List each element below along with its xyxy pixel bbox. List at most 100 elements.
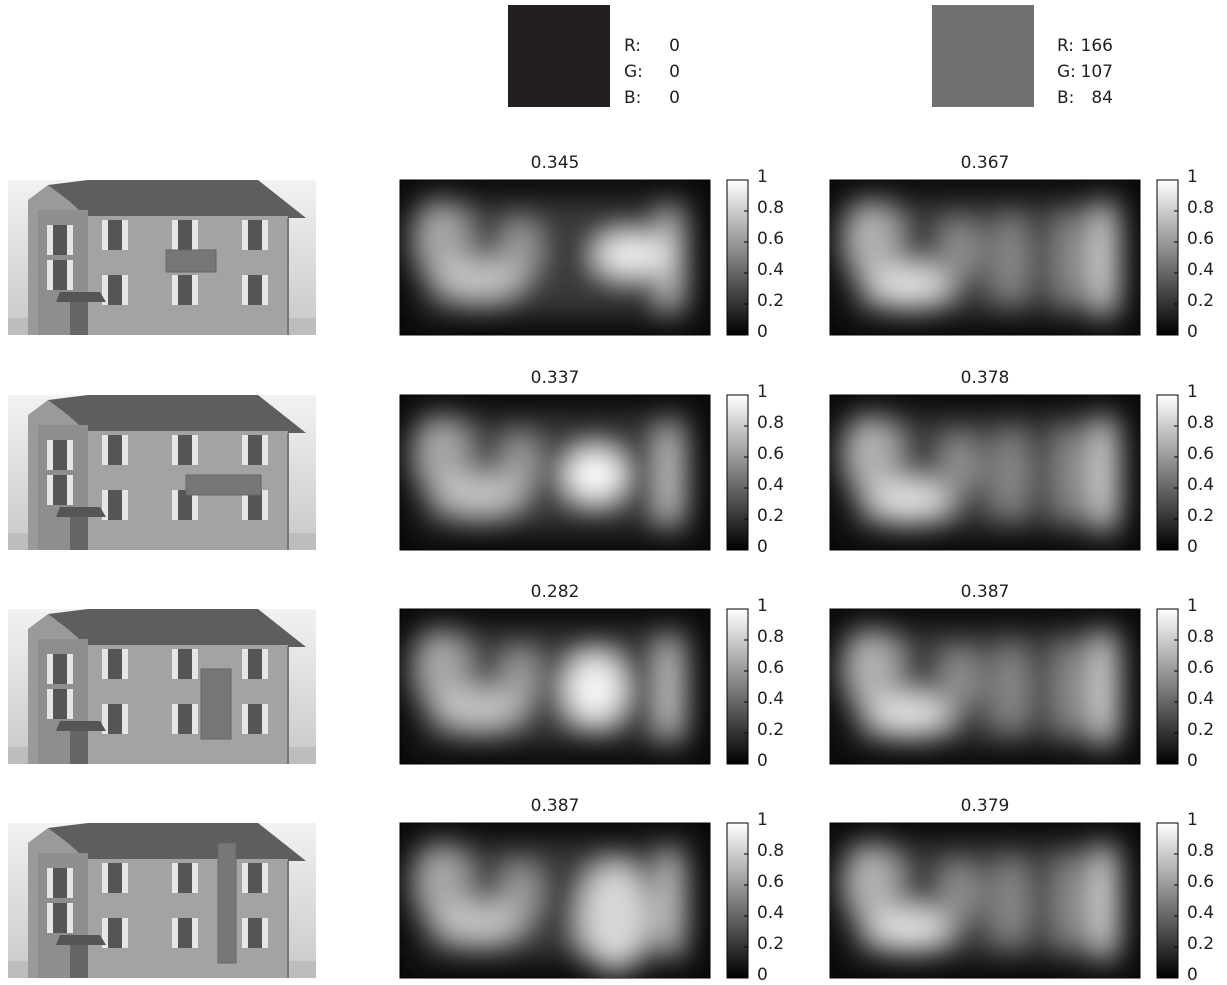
house-image [8,823,316,978]
window [248,649,262,679]
colorbar [1157,609,1178,764]
shutter [122,275,128,305]
colorbar-label: 1 [1187,382,1198,402]
colorbar [1157,823,1178,978]
colorbar-label: 0.4 [1187,903,1214,923]
shutter [102,863,108,893]
shutter [262,649,268,679]
heat-blob [500,435,540,495]
shutter [242,649,248,679]
colorbar-label: 0 [1187,537,1198,557]
window [248,704,262,734]
channel-value: 84 [1091,88,1113,108]
shutter [192,649,198,679]
heatmap [840,200,1120,320]
heat-blob [1055,210,1085,310]
heat-blob [870,265,950,305]
colorbar-label: 0.8 [1187,413,1214,433]
window [53,654,67,684]
heat-blob [500,220,540,280]
door [70,302,88,335]
heat-blob [990,644,1030,734]
shutter [122,863,128,893]
colorbar-label: 0 [757,322,768,342]
colorbar-label: 1 [1187,810,1198,830]
heatmap [840,629,1120,749]
window [108,918,122,948]
heat-blob [940,863,980,923]
shutter [47,654,53,684]
colorbar [727,395,748,550]
heatmap-score: 0.379 [961,796,1010,816]
colorbar-label: 0.2 [757,720,784,740]
colorbar-label: 0 [1187,751,1198,771]
shutter [262,220,268,250]
heat-blob [595,235,665,275]
window [178,220,192,250]
heat-blob [870,908,950,948]
colorbar [727,609,748,764]
shutter [67,654,73,684]
window [108,863,122,893]
channel-label: R: [1057,36,1074,56]
window [53,260,67,290]
colorbar-label: 0.4 [1187,260,1214,280]
window [178,704,192,734]
heatmap-score: 0.345 [531,153,580,173]
colorbar-label: 1 [757,382,768,402]
door [70,945,88,978]
window [178,649,192,679]
shutter [242,220,248,250]
heat-blob [1055,425,1085,525]
panel [218,843,236,963]
colorbar-label: 0.6 [757,229,784,249]
colorbar-label: 1 [757,167,768,187]
heat-blob [940,220,980,280]
shutter [102,220,108,250]
shutter [47,260,53,290]
shutter [67,260,73,290]
colorbar-label: 0.8 [757,841,784,861]
window [178,863,192,893]
porch-roof [56,935,106,945]
shutter [67,903,73,933]
shutter [172,704,178,734]
colorbar-label: 0.2 [757,934,784,954]
window [248,220,262,250]
shutter [262,275,268,305]
shutter [122,490,128,520]
window [108,490,122,520]
house-image [8,180,316,335]
shutter [122,649,128,679]
window [53,225,67,255]
door [70,517,88,550]
heat-blob [565,450,625,500]
shutter [122,220,128,250]
heat-blob [870,480,950,520]
heat-blob [1055,639,1085,739]
heat-blob [940,649,980,709]
channel-label: B: [1057,88,1074,108]
heat-blob [940,435,980,495]
heatmap [410,415,690,530]
shutter [172,490,178,520]
shutter [172,918,178,948]
colorbar-label: 0.6 [1187,872,1214,892]
colorbar-label: 0 [757,751,768,771]
colorbar-label: 0.2 [1187,506,1214,526]
heatmap [410,200,690,315]
shutter [262,704,268,734]
colorbar-label: 1 [757,596,768,616]
heat-blob [660,634,680,744]
colorbar-label: 0.8 [1187,198,1214,218]
heat-blob [660,205,680,315]
heatmap-score: 0.378 [961,368,1010,388]
heat-blob [990,858,1030,948]
shutter [67,689,73,719]
shutter [192,863,198,893]
shutter [242,918,248,948]
colorbar [727,180,748,335]
house-image [8,609,316,764]
window [108,220,122,250]
heat-blob [1093,415,1117,535]
